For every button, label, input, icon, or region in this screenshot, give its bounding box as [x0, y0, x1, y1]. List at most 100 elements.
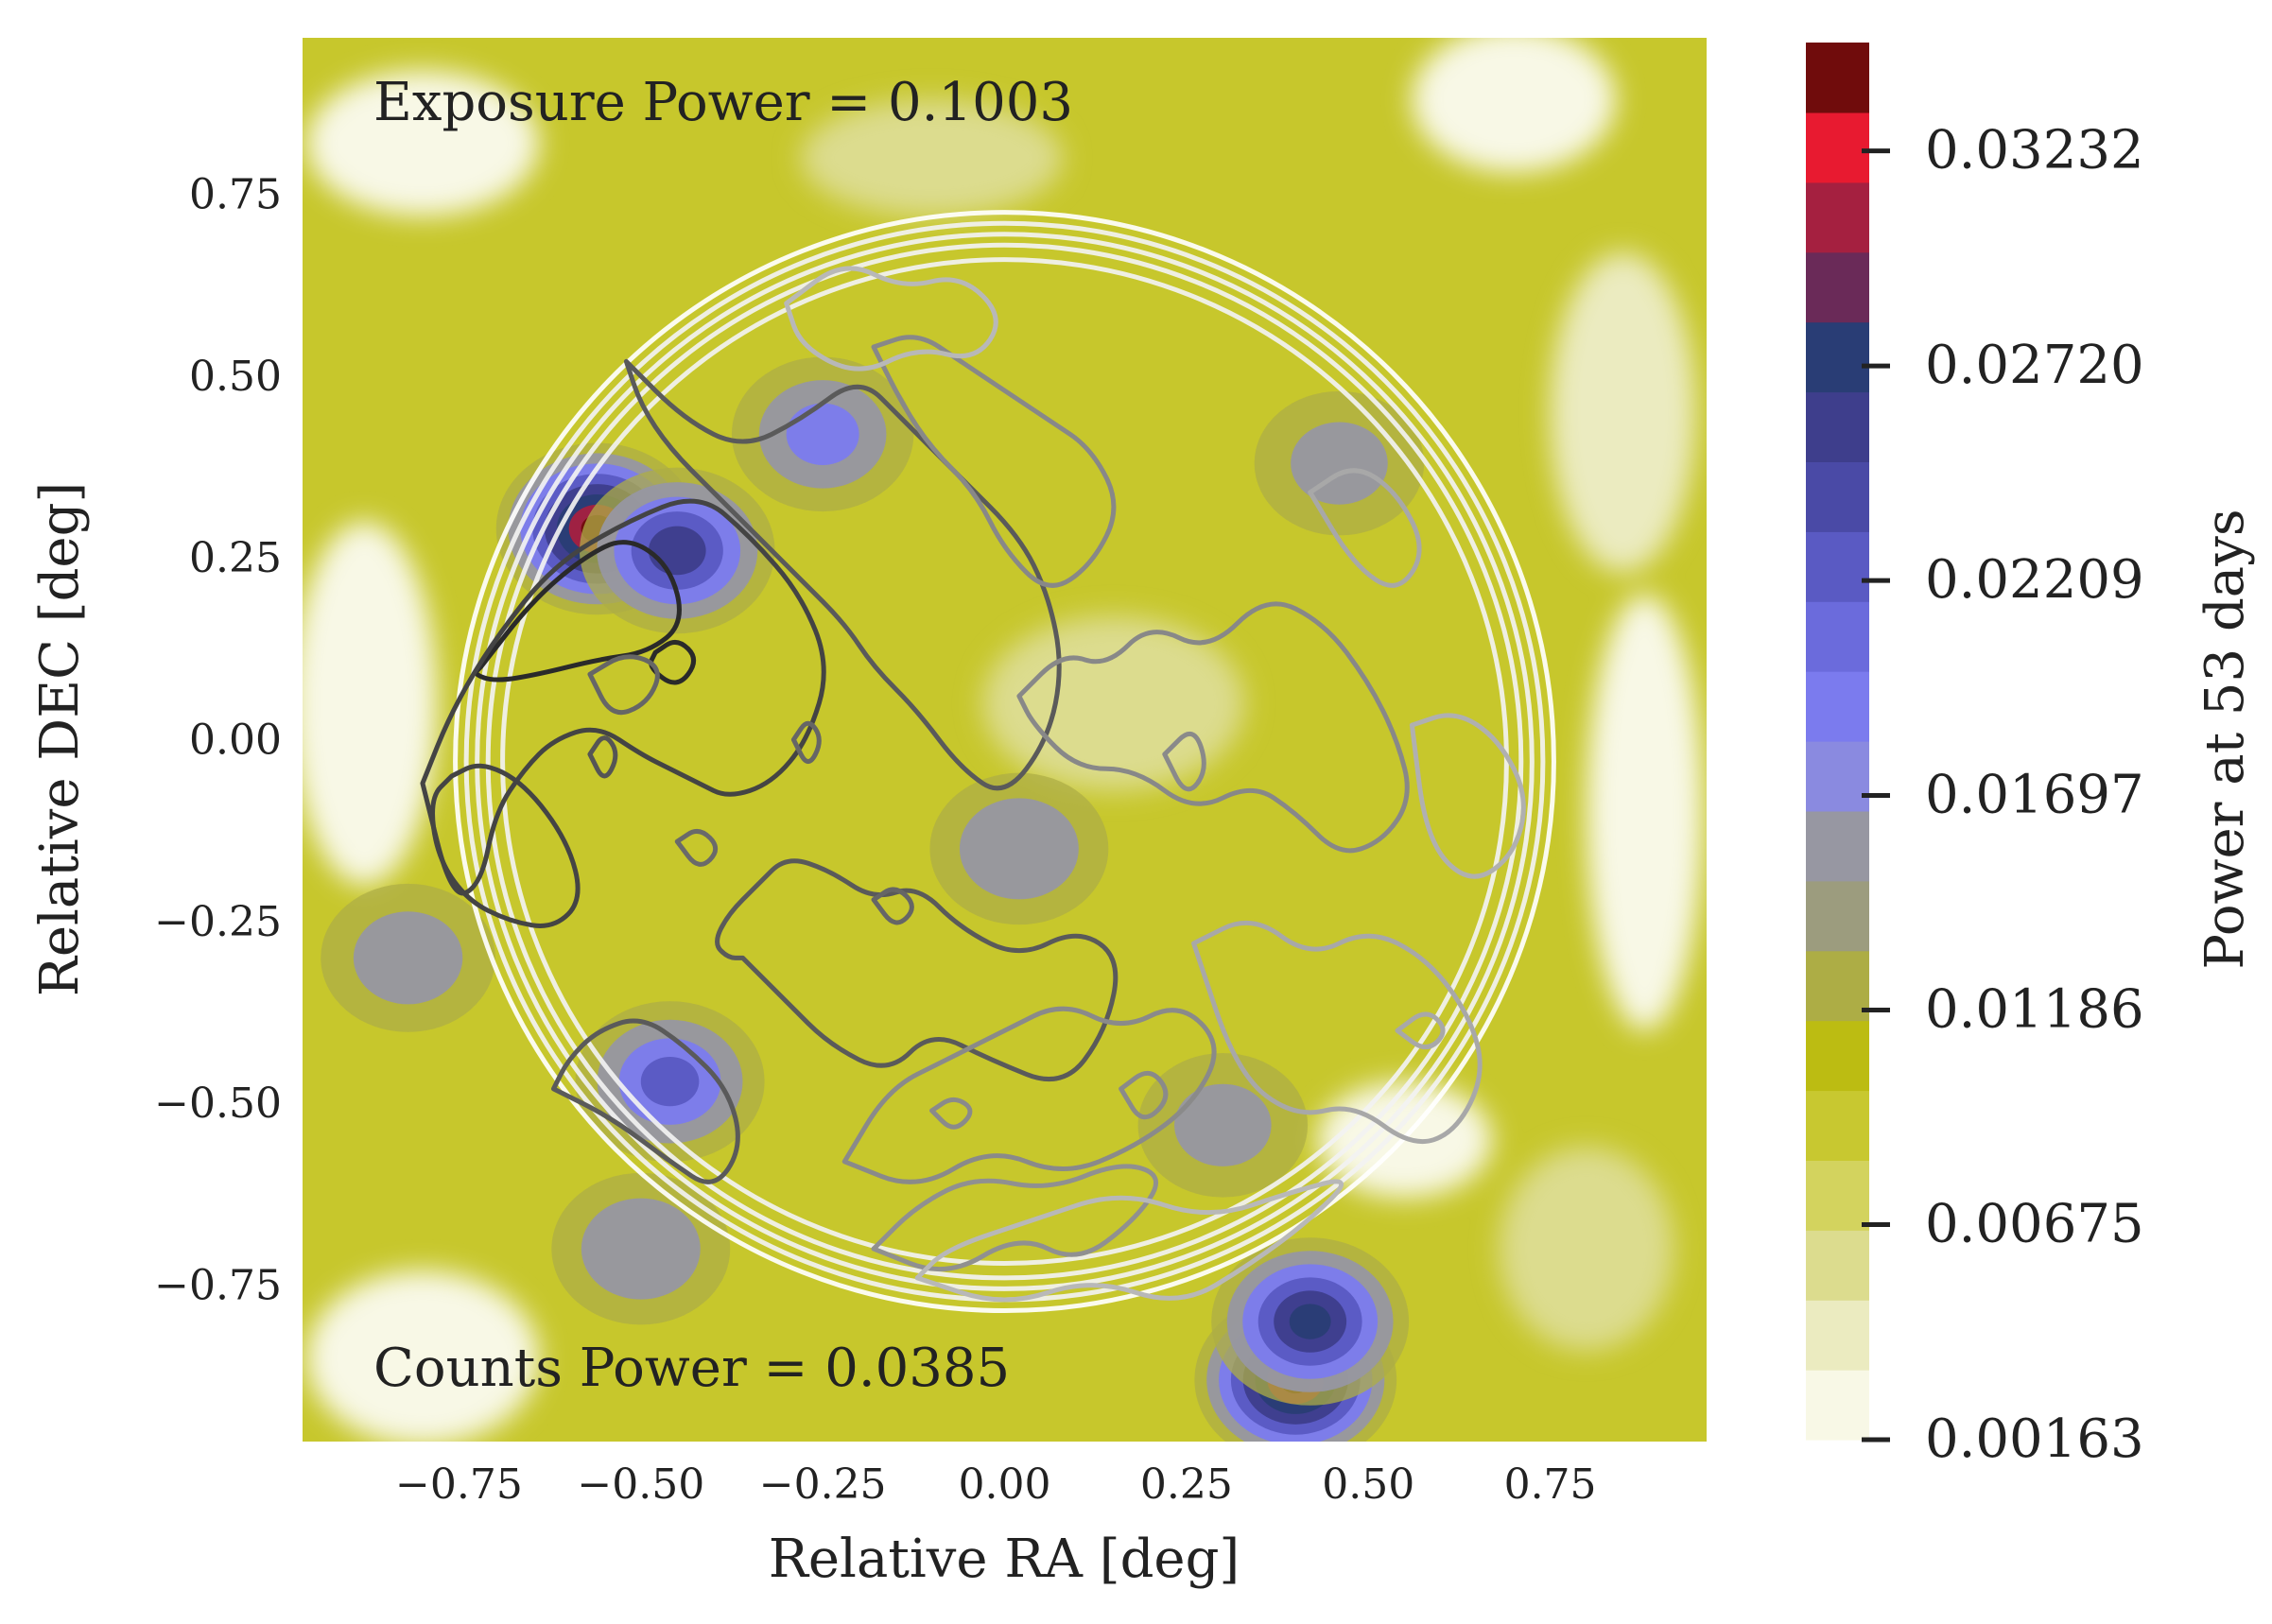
colorbar-tick-label: 0.01697 — [1925, 765, 2144, 826]
exposure-contour — [475, 232, 1535, 1291]
colorbar-tick-label: 0.01186 — [1925, 979, 2144, 1041]
low-power-band — [1412, 38, 1616, 173]
x-axis-ticks: −0.75 −0.50 −0.25 0.00 0.25 0.50 0.75 — [395, 1460, 1597, 1509]
power-peak — [1289, 1304, 1331, 1339]
colorbar-tick-label: 0.02209 — [1925, 549, 2144, 611]
counts-contour-mid — [430, 763, 581, 928]
colorbar: 0.00163 0.00675 0.01186 0.01697 0.02209 0.027… — [1806, 43, 2256, 1470]
low-power-band — [303, 521, 438, 886]
exposure-contour — [500, 257, 1509, 1266]
y-tick-label: −0.75 — [154, 1262, 282, 1310]
low-power-band — [982, 615, 1245, 791]
colorbar-segment — [1806, 880, 1869, 952]
colorbar-segment — [1806, 950, 1869, 1022]
counts-contour-lowest — [841, 1006, 1217, 1184]
colorbar-segment — [1806, 810, 1869, 882]
power-peak — [581, 1198, 701, 1300]
power-peak — [1174, 1083, 1272, 1166]
low-power-band — [801, 99, 1064, 216]
counts-contour-lowest — [871, 1164, 1159, 1272]
colorbar-segment — [1806, 1090, 1869, 1161]
counts-contour-outer — [1308, 468, 1422, 588]
low-power-band — [1587, 594, 1704, 1031]
counts-contour-lowest — [929, 1097, 973, 1130]
y-tick-label: −0.25 — [154, 898, 282, 946]
low-power-band — [1499, 1147, 1674, 1351]
exposure-contour — [453, 210, 1556, 1314]
y-axis-label: Relative DEC [deg] — [29, 482, 91, 997]
counts-contour-low — [550, 1018, 740, 1184]
colorbar-tick-label: 0.00675 — [1925, 1194, 2144, 1255]
colorbar-tick-label: 0.02720 — [1925, 335, 2144, 396]
colorbar-segment — [1806, 531, 1869, 602]
exposure-contour — [485, 242, 1524, 1281]
colorbar-segment — [1806, 1300, 1869, 1371]
counts-contour-outer — [914, 1179, 1344, 1303]
x-tick-label: −0.50 — [577, 1460, 704, 1509]
x-tick-label: 0.25 — [1140, 1460, 1233, 1509]
y-tick-label: −0.50 — [154, 1080, 282, 1128]
colorbar-segment — [1806, 1370, 1869, 1441]
x-tick-label: −0.75 — [395, 1460, 523, 1509]
power-heatmap — [303, 38, 1704, 1442]
counts-contour-outer — [1191, 920, 1483, 1145]
counts-contours — [420, 266, 1526, 1303]
counts-contour-outer — [1395, 1011, 1446, 1050]
colorbar-segment — [1806, 321, 1869, 393]
low-power-band — [305, 1270, 540, 1442]
exposure-power-annotation: Exposure Power = 0.1003 — [373, 72, 1073, 133]
counts-contour-high — [474, 540, 682, 682]
counts-contour-low — [623, 358, 1062, 791]
power-peak — [1291, 422, 1388, 505]
colorbar-tick-label: 0.03232 — [1925, 120, 2144, 181]
colorbar-segment — [1806, 671, 1869, 742]
plot-area — [303, 38, 1707, 1442]
counts-contour-low — [674, 828, 719, 867]
colorbar-segment — [1806, 251, 1869, 323]
power-peak — [786, 403, 859, 466]
colorbar-segment — [1806, 1230, 1869, 1301]
x-tick-label: 0.00 — [959, 1460, 1051, 1509]
power-peak — [959, 798, 1079, 900]
power-peak — [648, 526, 706, 576]
counts-contour-mid — [420, 498, 826, 896]
colorbar-segment — [1806, 461, 1869, 532]
colorbar-segment — [1806, 181, 1869, 253]
power-peak — [640, 1056, 700, 1107]
colorbar-segment — [1806, 43, 1869, 113]
colorbar-tick-label: 0.00163 — [1925, 1408, 2144, 1470]
colorbar-segment — [1806, 391, 1869, 462]
colorbar-segments — [1806, 43, 1869, 1441]
counts-contour-outer — [784, 266, 998, 371]
y-tick-label: 0.50 — [189, 353, 282, 401]
colorbar-segment — [1806, 601, 1869, 672]
power-peak — [353, 911, 463, 1005]
low-power-band — [1550, 251, 1696, 573]
counts-contour-lowest — [1016, 601, 1410, 854]
counts-power-annotation: Counts Power = 0.0385 — [373, 1338, 1010, 1399]
counts-contour-low — [587, 654, 660, 716]
x-tick-label: 0.50 — [1322, 1460, 1414, 1509]
counts-contour-lowest — [1162, 731, 1206, 792]
counts-contour-low — [790, 720, 822, 765]
colorbar-label: Power at 53 days — [2194, 509, 2256, 969]
colorbar-segment — [1806, 1160, 1869, 1231]
x-axis-label: Relative RA [deg] — [769, 1529, 1240, 1590]
y-tick-label: 0.00 — [189, 717, 282, 765]
low-power-band — [305, 70, 540, 216]
y-axis-ticks: 0.75 0.50 0.25 0.00 −0.25 −0.50 −0.75 — [154, 170, 282, 1309]
counts-contour-lowest — [1119, 1070, 1169, 1120]
colorbar-segment — [1806, 741, 1869, 812]
x-tick-label: −0.25 — [759, 1460, 887, 1509]
x-tick-label: 0.75 — [1504, 1460, 1597, 1509]
counts-contour-low — [715, 858, 1119, 1082]
counts-contour-outer — [1409, 713, 1526, 879]
y-tick-label: 0.25 — [189, 534, 282, 582]
colorbar-ticks: 0.00163 0.00675 0.01186 0.01697 0.02209 0.027… — [1862, 120, 2144, 1470]
colorbar-segment — [1806, 112, 1869, 183]
y-tick-label: 0.75 — [189, 170, 282, 218]
counts-contour-low — [871, 887, 914, 925]
counts-contour-mid — [587, 735, 618, 779]
colorbar-segment — [1806, 1020, 1869, 1092]
